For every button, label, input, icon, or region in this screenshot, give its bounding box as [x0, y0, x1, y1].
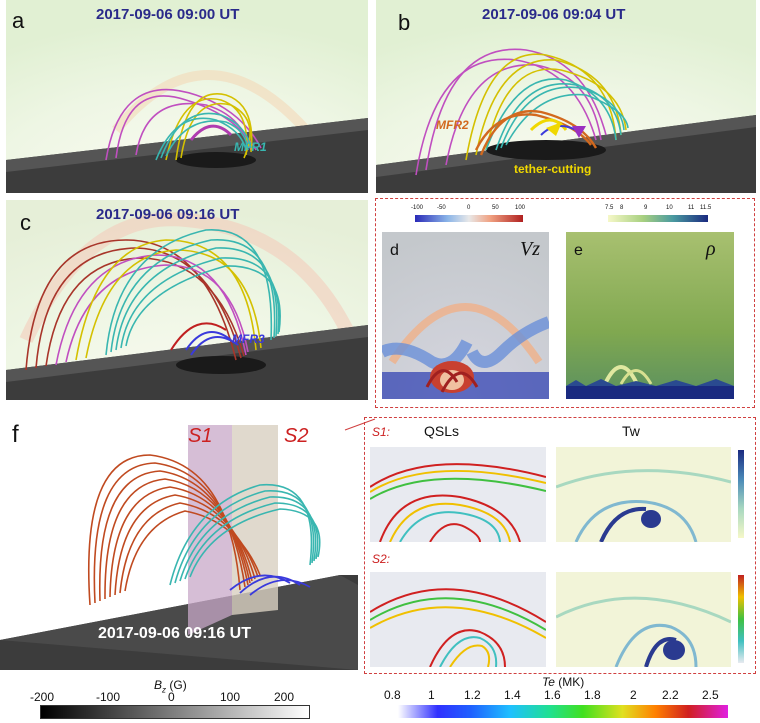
panel-e: e ρ	[566, 232, 734, 399]
panel-f-timestamp: 2017-09-06 09:16 UT	[98, 625, 251, 642]
tw-s2-map	[556, 572, 731, 667]
vz-tick-1: -50	[437, 205, 446, 211]
panel-a-label: a	[12, 8, 25, 33]
panel-d-render	[382, 232, 549, 399]
panel-c-timestamp: 2017-09-06 09:16 UT	[96, 206, 240, 223]
panel-f-connector	[344, 418, 376, 431]
panel-f-3d: f S1 S2 2017-09-06 09:16 UT	[0, 415, 358, 670]
te-label-unit: (MK)	[558, 675, 585, 689]
panel-c-mfr-label: MFR3	[232, 332, 265, 346]
panel-f-s1-label: S1	[188, 425, 213, 447]
rho-tick-0: 7.5	[605, 205, 614, 211]
panel-b-mfr-label: MFR2	[436, 118, 469, 132]
rho-tick-1: 8	[620, 205, 624, 211]
panel-d: d Vz	[382, 232, 549, 399]
vz-tick-3: 50	[492, 205, 499, 211]
s2-row-label: S2:	[372, 552, 391, 566]
bz-colorbar-label: Bz (G)	[154, 678, 187, 694]
rho-tick-3: 10	[666, 205, 673, 211]
panel-b-tether-label: tether-cutting	[514, 162, 592, 176]
qsl-s2-map	[370, 572, 546, 667]
vz-colorbar-ticks: -100 -50 0 50 100	[411, 205, 526, 215]
panel-c-label: c	[20, 210, 31, 235]
panel-a-render	[6, 0, 368, 193]
panel-e-render	[566, 232, 734, 399]
panel-d-symbol: Vz	[520, 238, 540, 260]
panel-b-render	[376, 0, 756, 193]
bz-tick-4: 200	[274, 690, 295, 704]
rho-colorbar	[608, 207, 708, 225]
panel-b-timestamp: 2017-09-06 09:04 UT	[482, 6, 626, 23]
bz-colorbar-ticks: -200 -100 0 100 200	[30, 690, 320, 704]
panel-b-label: b	[398, 10, 411, 35]
te-tick-3: 1.4	[504, 688, 521, 702]
panel-a: a 2017-09-06 09:00 UT MFR1	[6, 0, 368, 193]
panel-b: b 2017-09-06 09:04 UT MFR2 tether-cuttin…	[376, 0, 756, 193]
bz-label-unit: (G)	[169, 678, 187, 692]
rho-colorbar-ticks: 7.5 8 9 10 11 11.5	[605, 205, 712, 215]
bz-tick-2: 0	[168, 690, 175, 704]
rho-tick-4: 11	[688, 205, 695, 211]
te-tick-7: 2.2	[662, 688, 679, 702]
vz-tick-0: -100	[411, 205, 424, 211]
panel-c-render	[6, 200, 368, 400]
te-tick-5: 1.8	[584, 688, 601, 702]
te-colorbar-ticks: 0.8 1 1.2 1.4 1.6 1.8 2 2.2 2.5	[380, 688, 720, 702]
panel-f-render	[0, 415, 358, 670]
panel-e-symbol: ρ	[706, 238, 716, 260]
qsl-column-title: QSLs	[424, 423, 460, 439]
panel-f-label: f	[12, 421, 19, 448]
bz-colorbar	[40, 705, 310, 719]
te-tick-8: 2.5	[702, 688, 719, 702]
bz-tick-1: -100	[96, 690, 121, 704]
panel-a-timestamp: 2017-09-06 09:00 UT	[96, 6, 240, 23]
qsl-s1-map	[370, 447, 546, 542]
bz-label-var: B	[154, 678, 163, 692]
panel-f-right-frame	[364, 417, 756, 674]
panel-f-s2-label: S2	[284, 425, 309, 447]
te-colorbar	[398, 705, 728, 718]
panel-c: c 2017-09-06 09:16 UT MFR3	[6, 200, 368, 400]
tw-s1-map	[556, 447, 731, 542]
rho-tick-2: 9	[644, 205, 648, 211]
te-tick-1: 1	[428, 688, 435, 702]
te-tick-4: 1.6	[544, 688, 561, 702]
s1-row-label: S1:	[372, 425, 391, 439]
te-tick-0: 0.8	[384, 688, 401, 702]
te-tick-6: 2	[630, 688, 637, 702]
lgq-colorbar	[738, 575, 744, 663]
te-label-var: Te	[542, 675, 555, 689]
vz-tick-4: 100	[515, 205, 526, 211]
bz-tick-0: -200	[30, 690, 55, 704]
tw-column-title: Tw	[622, 423, 640, 439]
panel-a-mfr-label: MFR1	[234, 140, 267, 154]
rho-tick-5: 11.5	[700, 205, 712, 211]
panel-de-frame	[375, 198, 755, 408]
vz-colorbar	[415, 207, 523, 225]
te-colorbar-label: Te (MK)	[542, 675, 584, 689]
bz-tick-3: 100	[220, 690, 241, 704]
vz-tick-2: 0	[467, 205, 471, 211]
panel-e-label: e	[574, 242, 583, 259]
tw-colorbar	[738, 450, 744, 538]
panel-d-label: d	[390, 242, 399, 259]
te-tick-2: 1.2	[464, 688, 481, 702]
bz-label-sub: z	[162, 685, 167, 695]
